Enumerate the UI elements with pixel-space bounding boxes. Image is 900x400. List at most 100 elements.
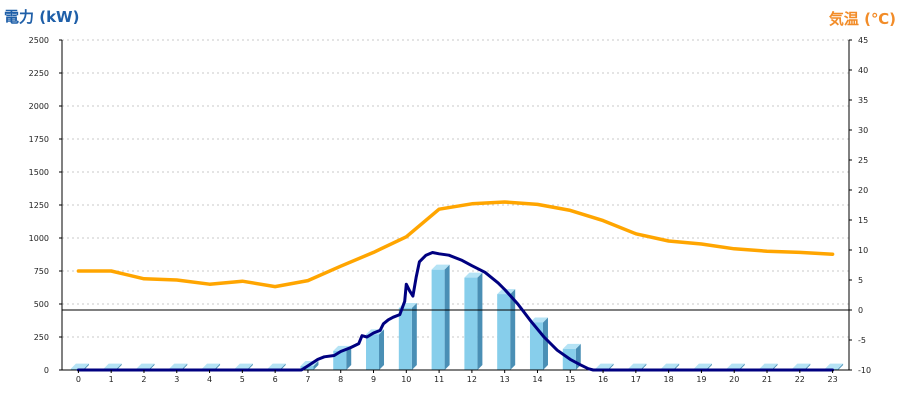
x-tick-label: 10: [401, 375, 411, 384]
bar-side: [149, 363, 155, 370]
left-tick-label: 1500: [29, 168, 49, 177]
right-tick-label: 45: [858, 36, 868, 45]
bar-top: [103, 363, 122, 369]
bar-front: [497, 294, 511, 370]
bar-side: [346, 345, 352, 370]
power-bar: [464, 272, 483, 370]
bar-top: [234, 363, 253, 369]
bar-top: [595, 363, 614, 369]
bar-side: [510, 289, 516, 370]
left-tick-label: 0: [44, 366, 49, 375]
series-lines: [76, 200, 835, 372]
x-tick-label: 14: [532, 375, 542, 384]
x-tick-label: 17: [631, 375, 641, 384]
left-tick-label: 250: [34, 333, 49, 342]
right-tick-label: 15: [858, 216, 868, 225]
x-tick-label: 2: [141, 375, 146, 384]
bar-side: [477, 272, 483, 370]
bar-side: [674, 363, 680, 370]
power-line: [76, 251, 835, 372]
x-tick-label: 18: [664, 375, 674, 384]
bar-side: [247, 363, 253, 370]
left-tick-label: 500: [34, 300, 49, 309]
x-tick-label: 0: [76, 375, 81, 384]
right-tick-label: -5: [858, 336, 866, 345]
bar-side: [182, 363, 188, 370]
bar-front: [398, 307, 412, 370]
left-tick-label: 1000: [29, 234, 49, 243]
bar-side: [313, 361, 319, 370]
tick-labels: 02505007501000125015001750200022502500-1…: [29, 36, 871, 384]
bar-front: [464, 277, 478, 370]
x-tick-label: 19: [696, 375, 706, 384]
bar-top: [136, 363, 155, 369]
right-tick-label: 40: [858, 66, 868, 75]
x-tick-label: 4: [207, 375, 212, 384]
left-tick-label: 2000: [29, 102, 49, 111]
x-tick-label: 11: [434, 375, 444, 384]
x-tick-label: 9: [371, 375, 376, 384]
x-tick-label: 1: [109, 375, 114, 384]
bar-side: [805, 363, 811, 370]
right-tick-label: 5: [858, 276, 863, 285]
x-tick-label: 15: [565, 375, 575, 384]
bar-side: [838, 363, 844, 370]
bar-top: [431, 264, 450, 270]
bar-front: [431, 269, 445, 370]
bar-top: [169, 363, 188, 369]
temperature-line: [76, 200, 835, 289]
bar-side: [641, 363, 647, 370]
bar-side: [608, 363, 614, 370]
bar-top: [693, 363, 712, 369]
bar-side: [411, 302, 417, 370]
power-bar: [497, 289, 516, 370]
x-tick-label: 8: [338, 375, 343, 384]
x-tick-label: 23: [828, 375, 838, 384]
power-bar: [366, 329, 385, 370]
x-tick-label: 22: [795, 375, 805, 384]
bar-top: [70, 363, 89, 369]
x-tick-label: 3: [174, 375, 179, 384]
right-tick-label: 35: [858, 96, 868, 105]
left-tick-label: 2250: [29, 69, 49, 78]
bar-top: [759, 363, 778, 369]
x-tick-label: 6: [273, 375, 278, 384]
bar-front: [529, 322, 543, 370]
grid-lines: [62, 39, 849, 338]
right-tick-label: 0: [858, 306, 863, 315]
right-tick-label: 10: [858, 246, 868, 255]
right-axis-title: 気温 (℃): [829, 10, 896, 28]
bar-top: [792, 363, 811, 369]
left-axis-title: 電力 (kW): [4, 8, 79, 26]
bar-side: [739, 363, 745, 370]
bar-side: [116, 363, 122, 370]
x-tick-label: 12: [467, 375, 477, 384]
x-tick-label: 16: [598, 375, 608, 384]
left-tick-label: 2500: [29, 36, 49, 45]
bar-top: [267, 363, 286, 369]
power-bar: [431, 264, 450, 370]
bar-side: [215, 363, 221, 370]
bar-side: [83, 363, 89, 370]
bar-side: [542, 317, 548, 370]
bar-side: [280, 363, 286, 370]
bar-side: [444, 264, 450, 370]
bar-top: [562, 343, 581, 349]
x-tick-label: 13: [500, 375, 510, 384]
x-tick-label: 7: [305, 375, 310, 384]
left-tick-label: 1250: [29, 201, 49, 210]
bar-top: [825, 363, 844, 369]
right-tick-label: 20: [858, 186, 868, 195]
x-tick-label: 5: [240, 375, 245, 384]
left-tick-label: 1750: [29, 135, 49, 144]
bar-front: [366, 334, 380, 370]
bar-side: [379, 329, 385, 370]
bar-top: [661, 363, 680, 369]
bar-top: [726, 363, 745, 369]
x-tick-label: 20: [729, 375, 739, 384]
bar-side: [706, 363, 712, 370]
x-tick-label: 21: [762, 375, 772, 384]
bar-top: [628, 363, 647, 369]
right-tick-label: -10: [858, 366, 871, 375]
